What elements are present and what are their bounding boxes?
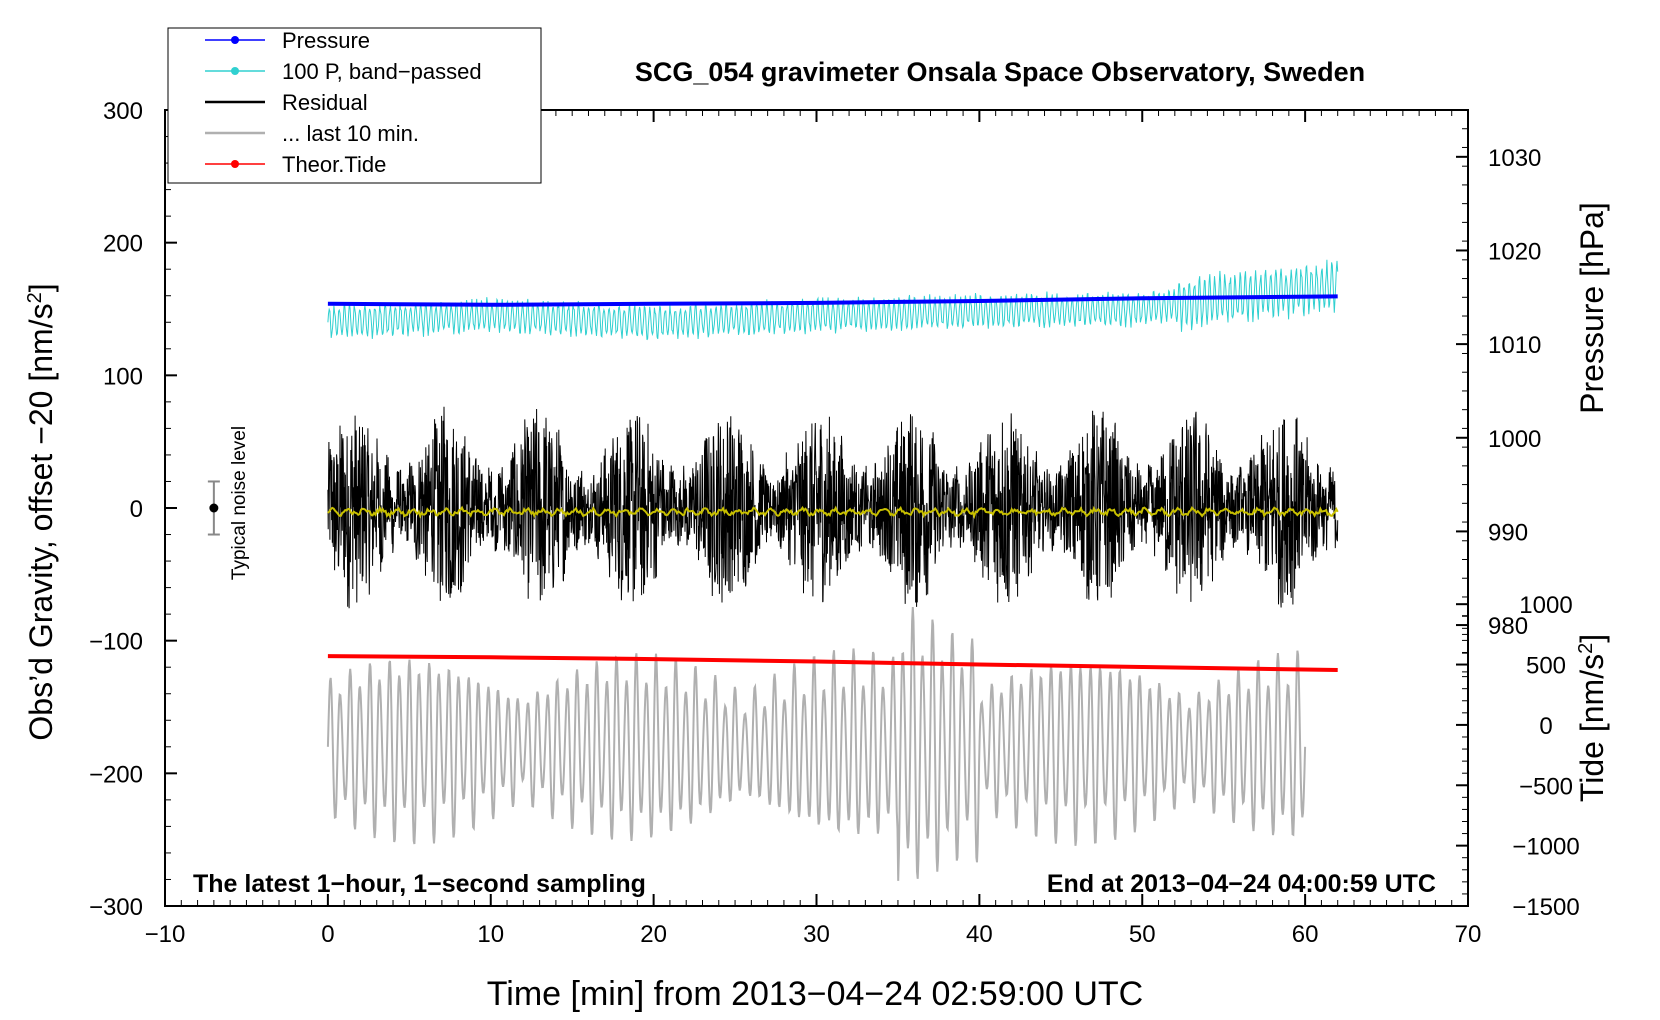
series-band-passed-pressure-line (327, 259, 1339, 341)
legend-marker (231, 67, 239, 75)
tide-tick-label: −500 (1519, 773, 1573, 800)
tide-tick-label: 0 (1539, 713, 1552, 740)
tide-tick-label: −1000 (1512, 834, 1579, 861)
pressure-tick-label: 1020 (1488, 238, 1541, 265)
pressure-tick-label: 990 (1488, 519, 1528, 546)
x-tick-label: 40 (966, 921, 993, 948)
noise-bar-center (209, 503, 219, 513)
legend-label: Residual (282, 90, 368, 115)
pressure-tick-label: 980 (1488, 613, 1528, 640)
tide-tick-label: 500 (1526, 653, 1566, 680)
pressure-tick-label: 1030 (1488, 145, 1541, 172)
legend-marker (231, 160, 239, 168)
annotation-sampling: The latest 1−hour, 1−second sampling (193, 870, 646, 898)
y-axis-label-left: Obs’d Gravity, offset −20 [nm/s2] (23, 283, 59, 740)
axis-ticks: −10 0 10 20 30 40 50 60 703002001000−100−200−300… (89, 98, 1580, 948)
x-tick-label: 0 (321, 921, 334, 948)
annotation-end-time: End at 2013−04−24 04:00:59 UTC (1047, 870, 1436, 898)
tide-tick-label: −1500 (1512, 894, 1579, 921)
y-tick-label: −100 (89, 629, 143, 656)
x-tick-label: 70 (1455, 921, 1482, 948)
chart-title: SCG_054 gravimeter Onsala Space Observat… (635, 57, 1365, 87)
legend-label: 100 P, band−passed (282, 59, 482, 84)
series-layer (326, 259, 1339, 881)
x-tick-label: 60 (1292, 921, 1319, 948)
series-theor-tide-line (327, 654, 1338, 672)
pressure-tick-label: 1010 (1488, 332, 1541, 359)
y-axis-label-tide: Tide [nm/s2] (1574, 634, 1610, 802)
y-axis-label-pressure: Pressure [hPa] (1574, 202, 1610, 414)
y-tick-label: −200 (89, 761, 143, 788)
x-axis-label: Time [min] from 2013−04−24 02:59:00 UTC (487, 975, 1143, 1013)
noise-level-bar (207, 480, 220, 536)
x-tick-label: 30 (803, 921, 830, 948)
legend-label: ... last 10 min. (282, 121, 419, 146)
y-tick-label: 100 (103, 363, 143, 390)
y-tick-label: −300 (89, 894, 143, 921)
legend-label: Pressure (282, 28, 370, 53)
x-tick-label: 10 (477, 921, 504, 948)
pressure-tick-label: 1000 (1488, 426, 1541, 453)
y-tick-label: 0 (130, 496, 143, 523)
series-last-10-min-line (326, 606, 1307, 881)
series-filtered-residual-line (327, 505, 1339, 520)
y-tick-label: 200 (103, 231, 143, 258)
legend-marker (231, 36, 239, 44)
x-tick-label: 50 (1129, 921, 1156, 948)
series-residual-line (327, 406, 1339, 609)
x-tick-label: −10 (145, 921, 186, 948)
legend-label: Theor.Tide (282, 152, 386, 177)
legend-box (167, 27, 542, 184)
tide-tick-label: 1000 (1519, 592, 1572, 619)
series-pressure-line (327, 294, 1338, 307)
noise-level-label: Typical noise level (229, 426, 250, 580)
legend: Pressure 100 P, band−passed Residual ... la… (167, 27, 542, 184)
x-tick-label: 20 (640, 921, 667, 948)
y-tick-label: 300 (103, 98, 143, 125)
